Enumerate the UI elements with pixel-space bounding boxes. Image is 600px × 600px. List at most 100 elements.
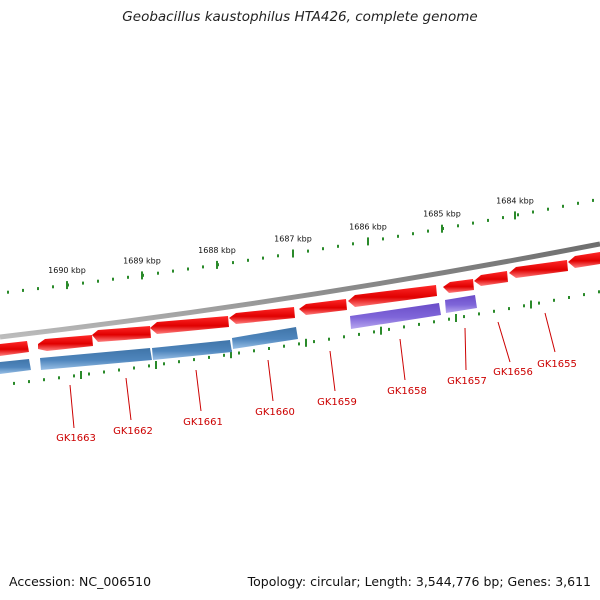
gene-label[interactable]: GK1660 bbox=[255, 407, 295, 418]
gene-label[interactable]: GK1658 bbox=[387, 386, 427, 397]
genome-title: Geobacillus kaustophilus HTA426, complet… bbox=[122, 9, 478, 25]
ruler-minor-tick bbox=[433, 320, 435, 324]
forward-gene-arrow[interactable] bbox=[0, 341, 29, 356]
reverse-gene-arrow[interactable] bbox=[40, 348, 152, 370]
ruler-major-tick bbox=[305, 338, 307, 347]
ruler-minor-tick bbox=[388, 327, 390, 331]
ruler-minor-tick bbox=[592, 198, 594, 202]
ruler-minor-tick bbox=[412, 232, 414, 236]
ruler-minor-tick bbox=[358, 332, 360, 336]
gene-label-leaders bbox=[69, 312, 556, 429]
ruler-minor-tick bbox=[43, 378, 45, 382]
ruler-minor-tick bbox=[352, 242, 354, 246]
ruler-minor-tick bbox=[97, 279, 99, 283]
gene-features bbox=[0, 252, 600, 374]
gene-leader-line bbox=[125, 377, 132, 421]
ruler-minor-tick bbox=[583, 293, 585, 297]
gene-leader-line bbox=[69, 384, 75, 429]
ruler-major-tick bbox=[80, 371, 82, 379]
ruler-minor-tick bbox=[232, 261, 234, 265]
ruler-major-tick bbox=[455, 314, 457, 322]
ruler-minor-tick bbox=[88, 372, 90, 376]
ruler-minor-tick bbox=[382, 237, 384, 241]
ruler-minor-tick bbox=[517, 213, 519, 217]
ruler-minor-tick bbox=[328, 337, 330, 341]
ruler-minor-tick bbox=[52, 285, 54, 289]
forward-gene-arrow[interactable] bbox=[568, 252, 600, 268]
forward-gene-arrow[interactable] bbox=[299, 299, 347, 315]
scale-ruler-dots bbox=[7, 198, 594, 294]
gene-labels: GK1663 GK1662 GK1661 GK1660 GK1659 GK1658 GK16… bbox=[56, 359, 577, 444]
ruler-minor-tick bbox=[13, 381, 15, 385]
ruler-minor-tick bbox=[112, 277, 114, 281]
reverse-gene-arrow[interactable] bbox=[152, 340, 232, 360]
forward-gene-arrow[interactable] bbox=[509, 260, 568, 278]
ruler-minor-tick bbox=[343, 335, 345, 339]
ruler-minor-tick bbox=[193, 358, 195, 362]
gene-label[interactable]: GK1656 bbox=[493, 367, 533, 378]
ruler-minor-tick bbox=[523, 304, 525, 308]
ruler-minor-tick bbox=[7, 290, 9, 294]
reverse-gene-arrow[interactable] bbox=[232, 327, 298, 349]
ruler-minor-tick bbox=[118, 368, 120, 372]
gene-leader-line bbox=[329, 350, 336, 392]
ruler-minor-tick bbox=[463, 315, 465, 319]
ruler-minor-tick bbox=[37, 287, 39, 291]
forward-gene-arrow[interactable] bbox=[229, 307, 295, 324]
ruler-tick-label: 1687 kbp bbox=[274, 235, 312, 244]
gene-leader-line bbox=[195, 369, 202, 412]
ruler-tick-label: 1686 kbp bbox=[349, 222, 387, 231]
forward-gene-arrow[interactable] bbox=[474, 271, 508, 286]
ruler-minor-tick bbox=[427, 229, 429, 233]
ruler-minor-tick bbox=[73, 374, 75, 378]
ruler-minor-tick bbox=[322, 247, 324, 251]
gene-label[interactable]: GK1657 bbox=[447, 376, 487, 387]
ruler-minor-tick bbox=[502, 216, 504, 220]
ruler-major-tick bbox=[141, 271, 143, 280]
gene-leader-line bbox=[464, 327, 467, 371]
ruler-tick-label: 1690 kbp bbox=[48, 266, 86, 275]
genome-summary: Topology: circular; Length: 3,544,776 bp… bbox=[247, 574, 591, 589]
ruler-minor-tick bbox=[157, 271, 159, 275]
ruler-minor-tick bbox=[448, 317, 450, 321]
ruler-minor-tick bbox=[277, 254, 279, 258]
gene-label[interactable]: GK1663 bbox=[56, 433, 96, 444]
ruler-minor-tick bbox=[82, 281, 84, 285]
ruler-minor-tick bbox=[538, 301, 540, 305]
reverse-gene-arrow[interactable] bbox=[445, 295, 477, 313]
forward-gene-arrow[interactable] bbox=[92, 326, 151, 342]
accession-label: Accession: NC_006510 bbox=[9, 574, 152, 589]
ruler-minor-tick bbox=[172, 269, 174, 273]
ruler-minor-tick bbox=[547, 207, 549, 211]
ruler-minor-tick bbox=[553, 298, 555, 302]
ruler-minor-tick bbox=[163, 362, 165, 366]
ruler-minor-tick bbox=[208, 355, 210, 359]
forward-gene-arrow[interactable] bbox=[38, 335, 93, 351]
ruler-minor-tick bbox=[313, 340, 315, 344]
ruler-minor-tick bbox=[532, 210, 534, 214]
gene-label[interactable]: GK1659 bbox=[317, 397, 357, 408]
ruler-major-tick bbox=[441, 224, 443, 233]
gene-leader-line bbox=[497, 321, 511, 363]
ruler-minor-tick bbox=[253, 349, 255, 353]
ruler-major-tick bbox=[230, 350, 232, 359]
reverse-gene-arrow[interactable] bbox=[0, 359, 31, 374]
ruler-minor-tick bbox=[262, 256, 264, 260]
ruler-minor-tick bbox=[472, 221, 474, 225]
forward-gene-arrow[interactable] bbox=[348, 285, 437, 307]
forward-gene-arrow[interactable] bbox=[443, 279, 474, 293]
ruler-major-tick bbox=[292, 249, 294, 258]
ruler-tick-label: 1689 kbp bbox=[123, 256, 161, 265]
gene-leader-line bbox=[267, 359, 274, 402]
forward-gene-arrow[interactable] bbox=[150, 316, 229, 334]
ruler-minor-tick bbox=[58, 376, 60, 380]
gene-label[interactable]: GK1662 bbox=[113, 426, 153, 437]
ruler-minor-tick bbox=[577, 201, 579, 205]
ruler-minor-tick bbox=[418, 322, 420, 326]
reverse-gene-arrow[interactable] bbox=[350, 303, 441, 329]
ruler-minor-tick bbox=[283, 344, 285, 348]
gene-label[interactable]: GK1655 bbox=[537, 359, 577, 370]
gene-label[interactable]: GK1661 bbox=[183, 417, 223, 428]
